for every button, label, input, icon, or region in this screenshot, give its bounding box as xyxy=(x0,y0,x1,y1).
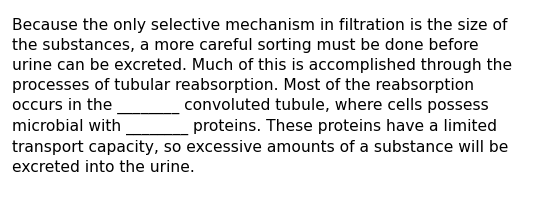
Text: Because the only selective mechanism in filtration is the size of
the substances: Because the only selective mechanism in … xyxy=(12,18,512,175)
